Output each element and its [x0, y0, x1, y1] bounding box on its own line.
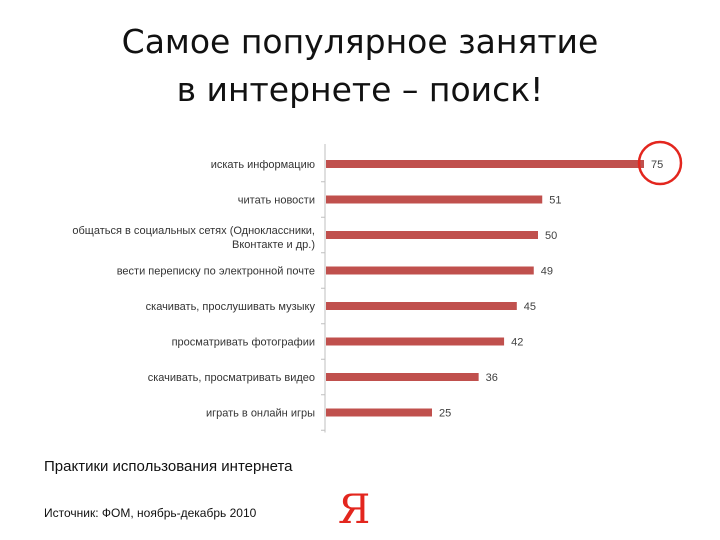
- title-line-2: в интернете – поиск!: [176, 70, 544, 109]
- category-label: скачивать, просматривать видео: [148, 372, 315, 384]
- data-label: 75: [651, 159, 663, 171]
- data-label: 45: [524, 301, 536, 313]
- bar: [326, 266, 534, 275]
- bar-chart: 75 искать информацию 51 читать новости 50 общ…: [72, 140, 683, 433]
- category-label: просматривать фотографии: [172, 337, 315, 349]
- bar: [326, 160, 644, 168]
- data-label: 36: [486, 372, 498, 384]
- category-label: читать новости: [238, 195, 315, 207]
- bar: [326, 231, 538, 239]
- chart-caption: Практики использования интернета: [44, 458, 293, 475]
- title-line-1: Самое популярное занятие: [121, 22, 599, 61]
- bar: [326, 408, 432, 417]
- bar: [326, 195, 543, 204]
- bar: [326, 337, 505, 346]
- source-note: Источник: ФОМ, ноябрь-декабрь 2010: [44, 506, 257, 520]
- category-label: искать информацию: [211, 159, 315, 171]
- category-label: скачивать, прослушивать музыку: [146, 301, 316, 313]
- category-label: вести переписку по электронной почте: [117, 266, 315, 278]
- category-label: играть в онлайн игры: [206, 408, 315, 420]
- category-label: общаться в социальных сетях (Одноклассни…: [72, 225, 315, 251]
- data-label: 42: [511, 337, 523, 349]
- yandex-logo: Я: [338, 487, 371, 533]
- data-label: 49: [541, 266, 553, 278]
- data-label: 25: [439, 408, 451, 420]
- data-label: 50: [545, 230, 557, 242]
- data-label: 51: [549, 195, 561, 207]
- bar: [326, 373, 479, 381]
- page-title: Самое популярное занятие в интернете – п…: [0, 18, 720, 114]
- highlight-circle: [637, 140, 683, 186]
- bar: [326, 302, 517, 310]
